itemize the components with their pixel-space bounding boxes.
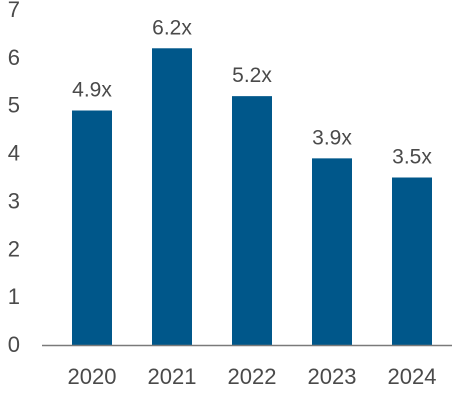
data-label-2023: 3.9x <box>312 126 352 149</box>
bar-2024 <box>392 177 432 345</box>
bar-2020 <box>72 110 112 345</box>
y-tick-label: 7 <box>8 0 20 22</box>
x-tick-label: 2023 <box>308 364 357 389</box>
y-tick-label: 2 <box>8 236 20 261</box>
bar-2022 <box>232 96 272 346</box>
data-label-2024: 3.5x <box>392 146 432 169</box>
y-tick-label: 3 <box>8 188 20 213</box>
x-tick-label: 2021 <box>148 364 197 389</box>
y-tick-label: 5 <box>8 93 20 118</box>
x-tick-label: 2024 <box>388 364 437 389</box>
bar-2021 <box>152 48 192 346</box>
y-tick-label: 6 <box>8 45 20 70</box>
x-tick-label: 2020 <box>68 364 117 389</box>
bar-2023 <box>312 158 352 345</box>
y-axis: 0 1 2 3 4 5 6 7 <box>8 0 20 357</box>
x-axis: 2020 2021 2022 2023 2024 <box>42 344 452 389</box>
y-tick-label: 0 <box>8 332 20 357</box>
bars: 4.9x 6.2x 5.2x 3.9x 3.5x <box>72 16 432 346</box>
data-label-2020: 4.9x <box>72 79 112 102</box>
y-tick-label: 4 <box>8 141 20 166</box>
data-label-2021: 6.2x <box>152 16 192 39</box>
y-tick-label: 1 <box>8 284 20 309</box>
data-label-2022: 5.2x <box>232 64 272 87</box>
x-tick-label: 2022 <box>228 364 277 389</box>
